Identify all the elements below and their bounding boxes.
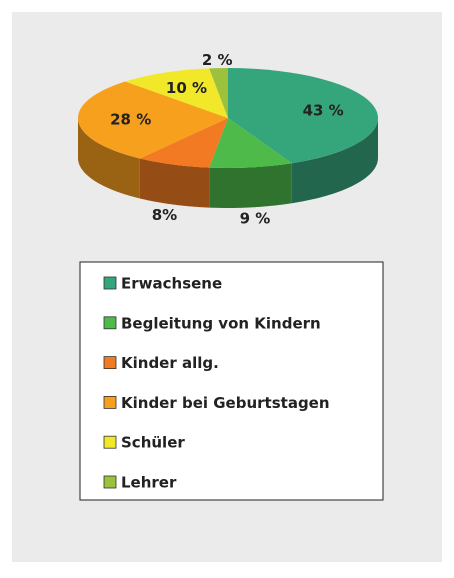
- legend-swatch: [103, 316, 117, 330]
- value-label: 10 %: [166, 79, 207, 97]
- slice: [139, 118, 228, 168]
- value-label: 43 %: [303, 101, 344, 119]
- slice: [209, 68, 228, 118]
- value-label: 28 %: [110, 111, 151, 129]
- slice: [228, 68, 378, 164]
- legend-swatch: [103, 276, 117, 290]
- value-label: 9 %: [240, 209, 271, 227]
- legend-swatch: [103, 475, 117, 489]
- slice-side: [291, 118, 378, 204]
- legend-label: Lehrer: [121, 474, 177, 492]
- legend-swatch: [103, 395, 117, 409]
- slice-side: [78, 118, 140, 199]
- legend-swatch: [103, 435, 117, 449]
- slice: [209, 118, 292, 168]
- legend-label: Schüler: [121, 434, 185, 452]
- legend-label: Kinder allg.: [121, 354, 219, 372]
- legend-box: [79, 261, 384, 501]
- slice-side: [139, 158, 210, 208]
- value-label: 2 %: [202, 51, 233, 69]
- slice: [78, 81, 228, 159]
- slice: [125, 68, 228, 118]
- value-label: 8%: [152, 206, 177, 224]
- legend-label: Kinder bei Geburtstagen: [121, 394, 330, 412]
- legend-label: Begleitung von Kindern: [121, 314, 321, 332]
- legend-label: Erwachsene: [121, 275, 222, 293]
- slice-side: [209, 163, 292, 208]
- legend-swatch: [103, 356, 117, 370]
